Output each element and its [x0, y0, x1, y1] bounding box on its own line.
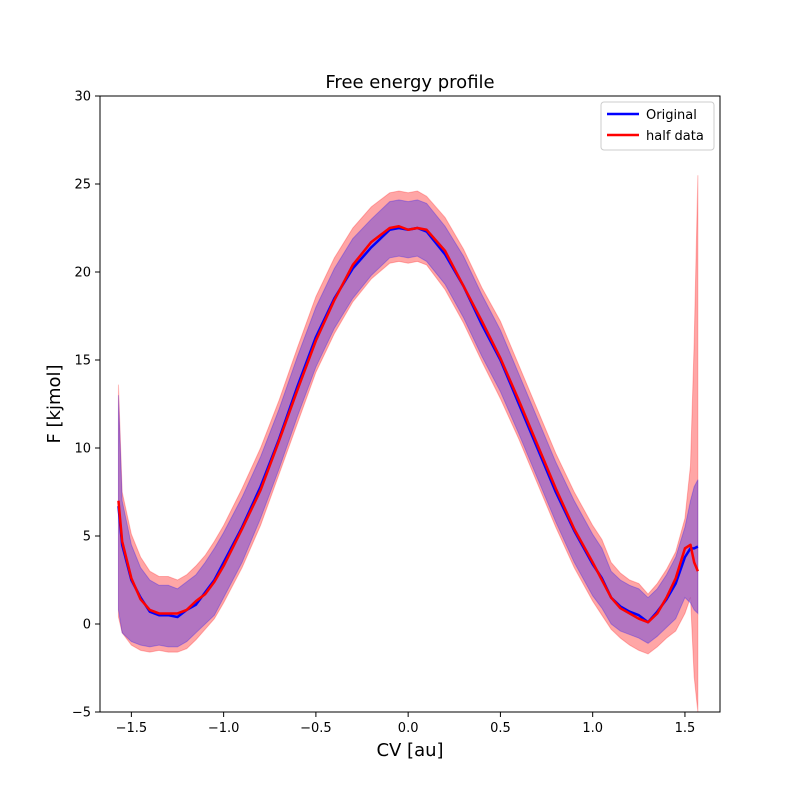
x-tick-label: −1.0: [208, 721, 240, 736]
x-tick-label: 0.5: [490, 721, 511, 736]
x-tick-label: −1.5: [116, 721, 148, 736]
y-tick-label: 5: [83, 530, 91, 545]
y-tick-label: 15: [74, 354, 91, 369]
y-tick-label: 10: [74, 442, 91, 457]
legend: Original half data: [600, 101, 715, 151]
band-original: [117, 199, 699, 648]
legend-label-half-data: half data: [646, 129, 704, 144]
y-tick-label: 25: [74, 178, 91, 193]
y-axis: −5 0 5 10 15 20 25 30: [72, 90, 100, 721]
x-axis: −1.5 −1.0 −0.5 0.0 0.5 1.0 1.5: [116, 712, 696, 736]
line-half-data: [117, 224, 700, 624]
x-tick-label: 1.5: [675, 721, 696, 736]
y-axis-label: F [kjmol]: [44, 364, 65, 443]
x-axis-label: CV [au]: [376, 740, 443, 761]
y-tick-label: 0: [83, 618, 91, 633]
x-tick-label: −0.5: [300, 721, 332, 736]
plot-area: [117, 175, 700, 712]
legend-label-original: Original: [646, 108, 697, 123]
axes-frame: [99, 95, 721, 713]
x-tick-label: 0.0: [398, 721, 419, 736]
y-tick-label: 30: [74, 90, 91, 105]
band-half-data: [117, 175, 699, 712]
chart-title: Free energy profile: [325, 72, 494, 93]
y-tick-label: −5: [72, 706, 91, 721]
x-tick-label: 1.0: [582, 721, 603, 736]
y-tick-label: 20: [74, 266, 91, 281]
